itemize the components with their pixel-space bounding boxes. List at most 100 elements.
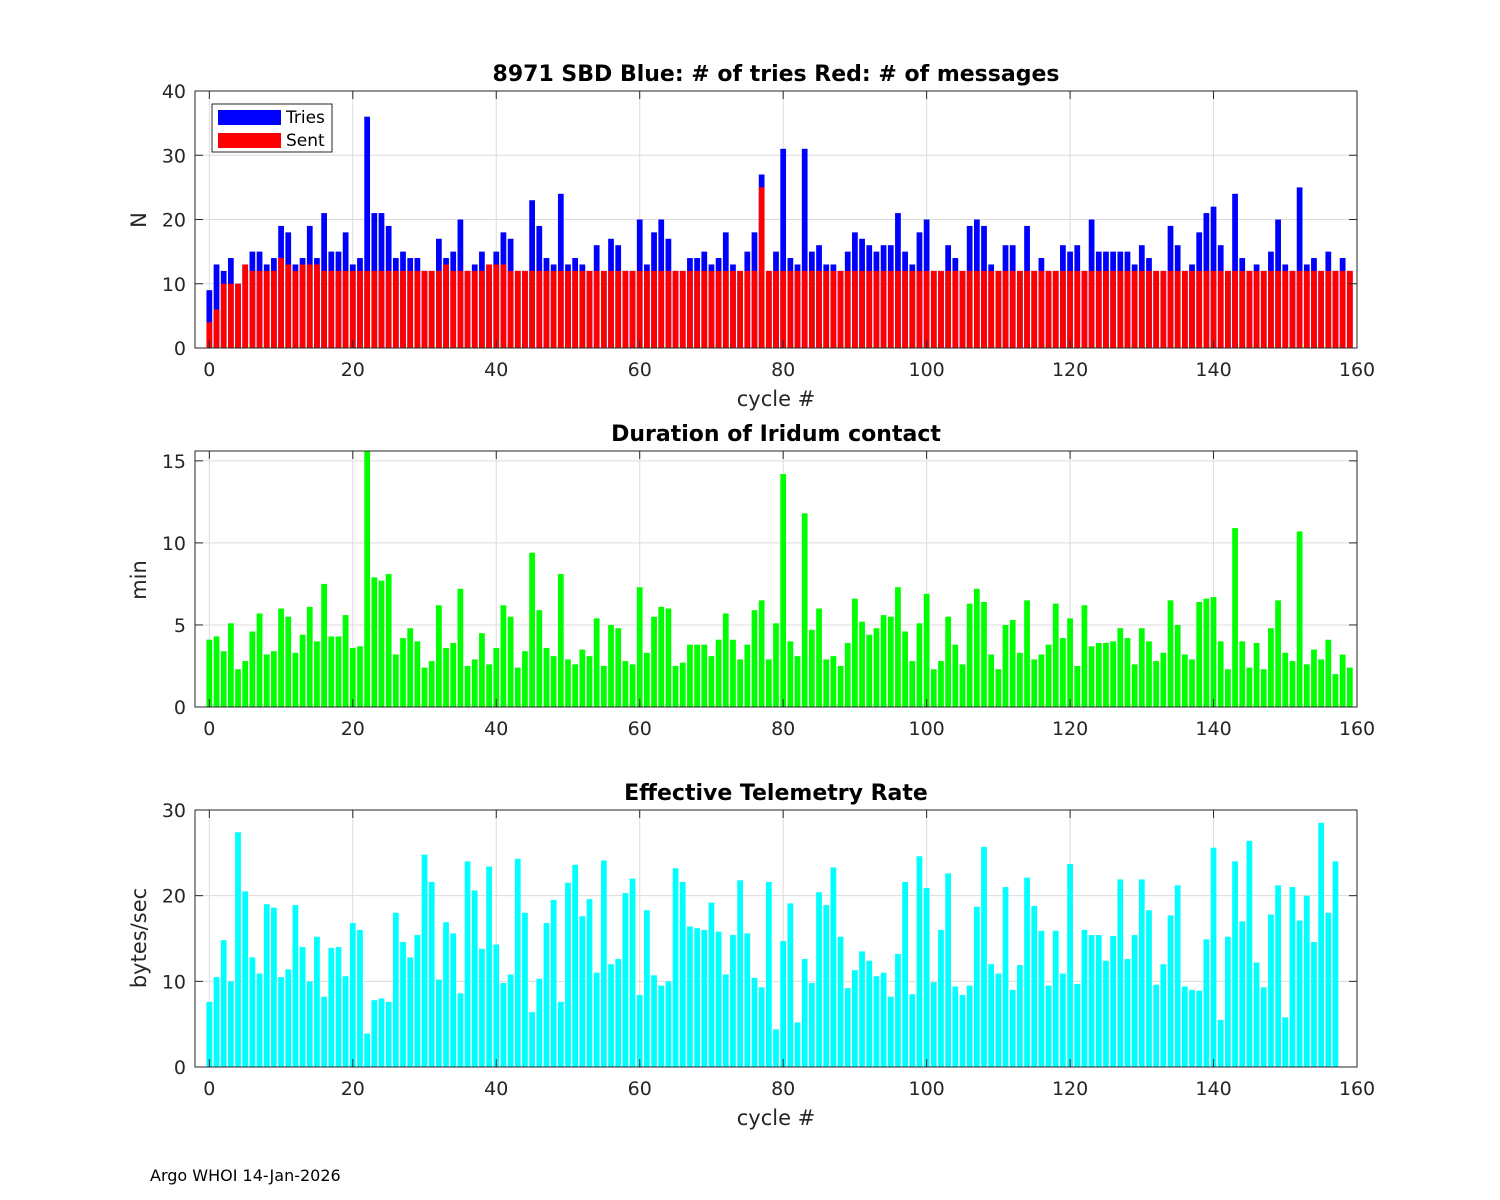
x-axis-label: cycle #	[737, 1106, 816, 1130]
bar-duration	[1110, 641, 1116, 707]
bar-sent	[579, 270, 586, 348]
bar-rate	[227, 981, 234, 1067]
bar-rate	[1131, 935, 1138, 1067]
bar-sent	[1052, 270, 1059, 348]
bar-rate	[1246, 840, 1253, 1067]
bar-sent	[1045, 270, 1052, 348]
bar-sent	[1095, 270, 1102, 348]
bar-duration	[959, 664, 966, 707]
bar-rate	[1138, 879, 1145, 1067]
bar-duration	[902, 631, 908, 707]
bar-sent	[945, 270, 952, 348]
bar-rate	[730, 935, 736, 1067]
bar-sent	[285, 264, 292, 348]
legend-label-tries: Tries	[285, 108, 325, 128]
bar-duration	[550, 656, 557, 707]
bar-duration	[450, 643, 457, 707]
bar-duration	[436, 605, 442, 707]
x-tick-label: 60	[628, 1078, 652, 1100]
bar-sent	[1009, 270, 1016, 348]
bar-rate	[636, 995, 643, 1067]
x-tick-label: 60	[628, 359, 652, 381]
bar-duration	[773, 623, 779, 707]
bar-sent	[1289, 270, 1296, 348]
bar-duration	[299, 634, 306, 707]
bar-duration	[1289, 661, 1296, 707]
bar-rate	[1239, 921, 1246, 1067]
bar-rate	[457, 993, 464, 1067]
bar-duration	[622, 661, 629, 707]
bar-sent	[471, 270, 478, 348]
legend-swatch-sent	[218, 133, 281, 148]
bar-rate	[823, 905, 830, 1067]
bar-sent	[371, 270, 378, 348]
bar-sent	[816, 270, 822, 348]
bar-rate	[500, 983, 507, 1067]
bar-duration	[565, 659, 571, 707]
bar-rate	[407, 957, 414, 1067]
bar-rate	[256, 973, 263, 1067]
bar-sent	[1146, 270, 1152, 348]
bar-rate	[866, 960, 873, 1067]
bar-sent	[629, 270, 636, 348]
bar-sent	[479, 270, 485, 348]
bar-rate	[665, 981, 672, 1067]
bar-rate	[644, 910, 650, 1067]
bar-duration	[995, 669, 1002, 707]
bar-duration	[930, 669, 937, 707]
legend-label-sent: Sent	[286, 131, 325, 151]
bar-sent	[450, 270, 457, 348]
bar-rate	[622, 893, 629, 1067]
bar-sent	[1239, 270, 1246, 348]
bar-duration	[880, 615, 887, 707]
bar-sent	[1275, 270, 1281, 348]
bar-duration	[428, 661, 435, 707]
bar-rate	[973, 906, 980, 1067]
bar-duration	[679, 662, 686, 707]
bar-rate	[880, 972, 887, 1067]
bar-duration	[672, 665, 679, 707]
bar-duration	[500, 605, 507, 707]
bar-rate	[414, 935, 421, 1067]
bar-sent	[1189, 270, 1195, 348]
bar-rate	[342, 976, 349, 1067]
bar-sent	[658, 270, 665, 348]
bar-rate	[1009, 989, 1016, 1067]
y-tick-label: 0	[174, 338, 186, 360]
bar-duration	[1282, 652, 1289, 707]
bar-duration	[629, 664, 636, 707]
bar-rate	[371, 1000, 378, 1067]
bar-sent	[744, 270, 751, 348]
bar-rate	[1210, 847, 1217, 1067]
bar-rate	[306, 981, 313, 1067]
bar-rate	[1174, 885, 1181, 1067]
bar-duration	[256, 613, 263, 707]
bar-sent	[1138, 270, 1145, 348]
bar-sent	[852, 270, 858, 348]
y-tick-label: 5	[174, 615, 186, 637]
bar-duration	[794, 656, 801, 707]
bar-rate	[923, 887, 930, 1067]
bar-sent	[995, 270, 1002, 348]
bar-rate	[428, 881, 435, 1067]
bar-rate	[421, 854, 428, 1067]
y-axis-label: bytes/sec	[127, 888, 151, 988]
bar-rate	[816, 892, 822, 1067]
bar-rate	[292, 905, 299, 1067]
bar-rate	[1081, 929, 1088, 1067]
bar-sent	[765, 270, 772, 348]
bar-sent	[536, 270, 543, 348]
bar-duration	[1017, 652, 1023, 707]
bar-sent	[1088, 270, 1095, 348]
bar-duration	[694, 644, 700, 707]
bar-rate	[679, 881, 686, 1067]
bar-sent	[679, 270, 686, 348]
bar-duration	[722, 613, 729, 707]
bar-duration	[780, 473, 787, 707]
bar-rate	[536, 978, 543, 1067]
bar-duration	[1196, 601, 1203, 707]
bar-duration	[1153, 661, 1160, 707]
bar-sent	[787, 270, 794, 348]
bar-rate	[321, 996, 327, 1067]
bar-duration	[572, 664, 579, 707]
